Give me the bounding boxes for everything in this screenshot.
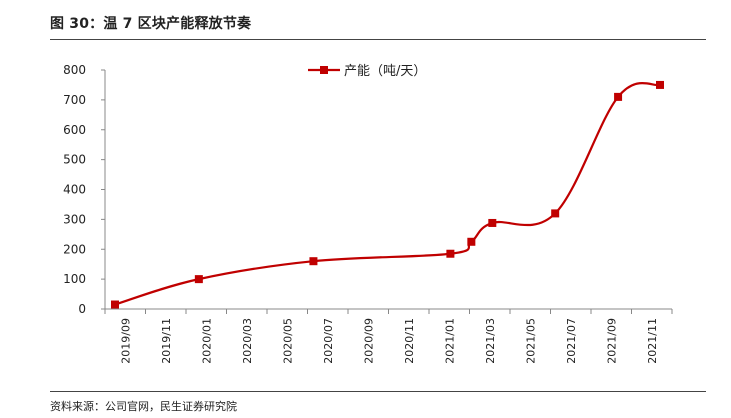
data-point-marker	[467, 237, 476, 246]
y-tick-label: 300	[63, 212, 86, 226]
x-tick-label: 2019/11	[160, 318, 173, 364]
x-tick-label: 2021/09	[605, 318, 618, 364]
data-point-marker	[488, 218, 497, 227]
x-tick-label: 2020/07	[322, 318, 335, 364]
data-point-marker	[656, 80, 664, 89]
x-tick-label: 2021/03	[484, 318, 497, 364]
data-point-marker	[614, 92, 623, 101]
figure-title: 图 30：温 7 区块产能释放节奏	[50, 16, 252, 32]
y-tick-label: 700	[63, 93, 86, 107]
title-divider	[50, 39, 706, 40]
x-tick-label: 2020/03	[241, 318, 254, 364]
x-tick-label: 2020/05	[281, 318, 294, 364]
y-tick-label: 100	[63, 272, 86, 286]
x-tick-label: 2021/01	[443, 318, 456, 364]
x-tick-label: 2021/07	[565, 318, 578, 364]
data-point-marker	[111, 300, 119, 309]
x-tick-label: 2019/09	[119, 318, 132, 364]
data-point-marker	[551, 209, 560, 218]
data-point-marker	[309, 257, 318, 266]
y-tick-label: 400	[63, 183, 86, 197]
x-axis: 2019/09 2019/11 2020/01 2020/03 2020/05 2020/…	[104, 308, 673, 364]
source-divider	[50, 391, 706, 392]
y-tick-label: 200	[63, 242, 86, 256]
series-group	[111, 80, 664, 309]
legend-label: 产能（吨/天）	[344, 64, 426, 79]
x-tick-label: 2020/09	[362, 318, 375, 364]
data-point-marker	[194, 275, 203, 284]
legend-marker	[320, 66, 328, 74]
y-tick-label: 800	[63, 63, 86, 77]
y-tick-label: 600	[63, 123, 86, 137]
y-tick-label: 0	[78, 302, 86, 316]
source-note: 资料来源：公司官网，民生证券研究院	[50, 400, 237, 413]
series-line	[114, 81, 661, 306]
x-tick-label: 2020/11	[403, 318, 416, 364]
x-tick-label: 2020/01	[200, 318, 213, 364]
y-axis: 0 100 200 300 400 500 600 700 800	[63, 63, 106, 316]
y-tick-label: 500	[63, 153, 86, 167]
data-point-marker	[446, 249, 455, 258]
x-tick-label: 2021/11	[646, 318, 659, 364]
line-chart: 0 100 200 300 400 500 600 700 800 2019/09 2019/11…	[63, 63, 673, 364]
legend: 产能（吨/天）	[308, 64, 426, 79]
x-tick-label: 2021/05	[524, 318, 537, 364]
